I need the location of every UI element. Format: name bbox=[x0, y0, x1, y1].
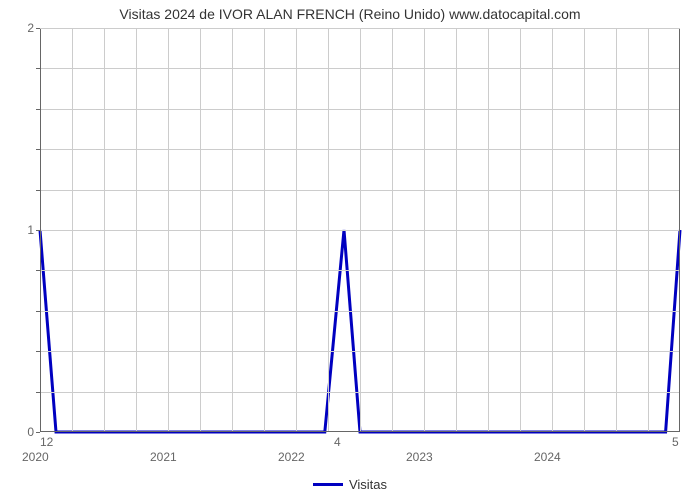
y-tick bbox=[36, 190, 40, 191]
y-tick bbox=[36, 149, 40, 150]
y-tick-label: 0 bbox=[10, 425, 34, 439]
gridline-horizontal bbox=[40, 311, 680, 312]
gridline-horizontal bbox=[40, 190, 680, 191]
chart-title: Visitas 2024 de IVOR ALAN FRENCH (Reino … bbox=[0, 6, 700, 22]
axis-line-left bbox=[40, 28, 41, 432]
gridline-horizontal bbox=[40, 351, 680, 352]
gridline-horizontal bbox=[40, 230, 680, 231]
legend: Visitas bbox=[0, 474, 700, 492]
axis-line-right bbox=[679, 28, 680, 432]
y-tick-label: 2 bbox=[10, 21, 34, 35]
x-tick-label: 2020 bbox=[22, 450, 49, 464]
axis-line-top bbox=[40, 28, 680, 29]
legend-label: Visitas bbox=[349, 477, 387, 492]
y-tick bbox=[36, 432, 40, 433]
y-tick bbox=[36, 351, 40, 352]
legend-swatch bbox=[313, 483, 343, 486]
y-tick-label: 1 bbox=[10, 223, 34, 237]
y-tick bbox=[36, 311, 40, 312]
y-tick bbox=[36, 392, 40, 393]
plot-area bbox=[40, 28, 680, 432]
gridline-horizontal bbox=[40, 109, 680, 110]
y-tick bbox=[36, 230, 40, 231]
gridline-horizontal bbox=[40, 68, 680, 69]
y-tick bbox=[36, 270, 40, 271]
gridline-horizontal bbox=[40, 149, 680, 150]
y-tick bbox=[36, 28, 40, 29]
gridline-horizontal bbox=[40, 392, 680, 393]
x-tick-label: 2023 bbox=[406, 450, 433, 464]
x-interior-label: 12 bbox=[40, 435, 53, 449]
x-tick-label: 2024 bbox=[534, 450, 561, 464]
x-interior-label: 4 bbox=[334, 435, 341, 449]
legend-item-visitas: Visitas bbox=[313, 477, 387, 492]
gridline-horizontal bbox=[40, 270, 680, 271]
y-tick bbox=[36, 109, 40, 110]
x-tick-label: 2021 bbox=[150, 450, 177, 464]
y-tick bbox=[36, 68, 40, 69]
x-interior-label: 5 bbox=[672, 435, 679, 449]
axis-line-bottom bbox=[40, 431, 680, 432]
x-tick-label: 2022 bbox=[278, 450, 305, 464]
